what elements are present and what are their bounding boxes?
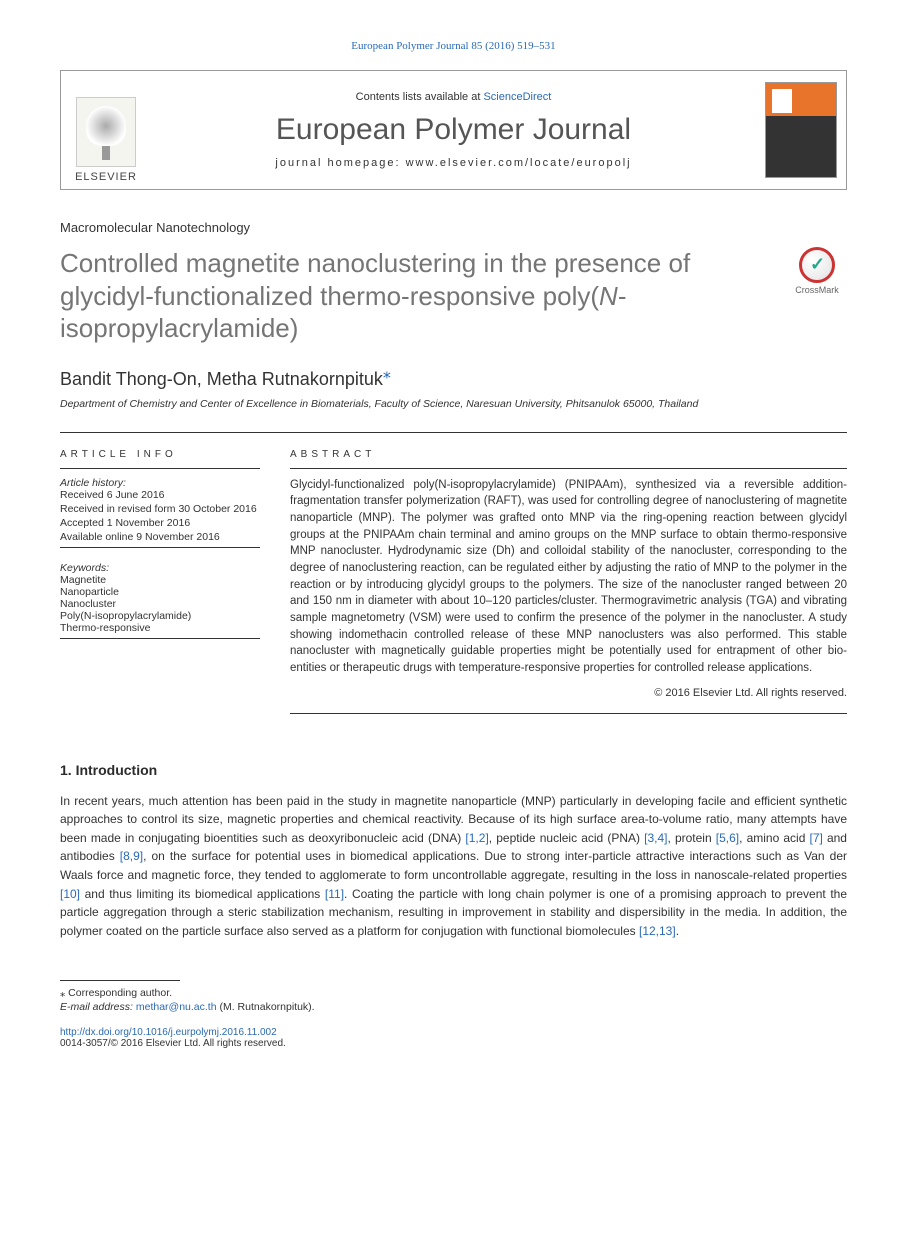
history-line: Received 6 June 2016 [60, 489, 260, 501]
ref-link[interactable]: [10] [60, 887, 80, 901]
corresponding-note: ⁎ Corresponding author. [60, 987, 847, 999]
section-heading: 1. Introduction [60, 762, 847, 778]
issn-copyright: 0014-3057/© 2016 Elsevier Ltd. All right… [60, 1038, 847, 1049]
title-row: Controlled magnetite nanoclustering in t… [60, 247, 847, 345]
corresponding-text: Corresponding author. [65, 987, 172, 999]
history-line: Available online 9 November 2016 [60, 531, 260, 543]
citation-line[interactable]: European Polymer Journal 85 (2016) 519–5… [60, 40, 847, 52]
email-label: E-mail address: [60, 1001, 136, 1013]
article-info: ARTICLE INFO Article history: Received 6… [60, 449, 260, 722]
history-line: Accepted 1 November 2016 [60, 517, 260, 529]
keyword: Magnetite [60, 574, 260, 586]
ref-link[interactable]: [11] [325, 887, 344, 901]
divider [60, 638, 260, 639]
footnote-rule [60, 980, 180, 981]
doi-link[interactable]: http://dx.doi.org/10.1016/j.eurpolymj.20… [60, 1027, 847, 1038]
keywords-label: Keywords: [60, 562, 260, 574]
divider [290, 713, 847, 714]
journal-homepage[interactable]: journal homepage: www.elsevier.com/locat… [275, 157, 631, 169]
divider [290, 468, 847, 469]
journal-cover-icon [765, 82, 837, 178]
info-abstract-row: ARTICLE INFO Article history: Received 6… [60, 449, 847, 722]
history-label: Article history: [60, 477, 260, 489]
ref-link[interactable]: [12,13] [639, 924, 676, 938]
abstract-copyright: © 2016 Elsevier Ltd. All rights reserved… [290, 687, 847, 699]
ref-link[interactable]: [7] [810, 831, 823, 845]
publisher-name: ELSEVIER [75, 171, 137, 183]
elsevier-tree-icon [76, 97, 136, 167]
divider [60, 468, 260, 469]
ref-link[interactable]: [8,9] [120, 849, 143, 863]
crossmark-label: CrossMark [795, 285, 839, 295]
keyword: Nanocluster [60, 598, 260, 610]
divider [60, 432, 847, 433]
email-who: (M. Rutnakornpituk). [217, 1001, 315, 1013]
keyword: Poly(N-isopropylacrylamide) [60, 610, 260, 622]
info-heading: ARTICLE INFO [60, 449, 260, 460]
authors: Bandit Thong-On, Metha Rutnakornpituk⁎ [60, 363, 847, 390]
article-type: Macromolecular Nanotechnology [60, 220, 847, 235]
crossmark-badge[interactable]: CrossMark [787, 247, 847, 295]
affiliation: Department of Chemistry and Center of Ex… [60, 398, 847, 410]
masthead: ELSEVIER Contents lists available at Sci… [60, 70, 847, 190]
page: European Polymer Journal 85 (2016) 519–5… [0, 0, 907, 1089]
text-run: , protein [667, 831, 715, 845]
lists-line: Contents lists available at ScienceDirec… [356, 91, 552, 103]
sciencedirect-link[interactable]: ScienceDirect [483, 91, 551, 103]
abstract-text: Glycidyl-functionalized poly(N-isopropyl… [290, 477, 847, 677]
article-title: Controlled magnetite nanoclustering in t… [60, 247, 767, 345]
text-run: . [676, 924, 679, 938]
history-line: Received in revised form 30 October 2016 [60, 503, 260, 515]
lists-prefix: Contents lists available at [356, 91, 484, 103]
intro-paragraph: In recent years, much attention has been… [60, 792, 847, 941]
cover-block [756, 71, 846, 189]
crossmark-icon [799, 247, 835, 283]
author-names: Bandit Thong-On, Metha Rutnakornpituk [60, 369, 383, 389]
ref-link[interactable]: [1,2] [465, 831, 488, 845]
email-line: E-mail address: methar@nu.ac.th (M. Rutn… [60, 1001, 847, 1013]
text-run: , on the surface for potential uses in b… [60, 849, 847, 882]
abstract-heading: ABSTRACT [290, 449, 847, 460]
text-run: , amino acid [739, 831, 809, 845]
keyword: Thermo-responsive [60, 622, 260, 634]
ref-link[interactable]: [3,4] [644, 831, 667, 845]
email-link[interactable]: methar@nu.ac.th [136, 1001, 217, 1013]
divider [60, 547, 260, 548]
text-run: and thus limiting its biomedical applica… [80, 887, 325, 901]
ref-link[interactable]: [5,6] [716, 831, 739, 845]
publisher-block: ELSEVIER [61, 71, 151, 189]
masthead-center: Contents lists available at ScienceDirec… [151, 71, 756, 189]
text-run: , peptide nucleic acid (PNA) [489, 831, 644, 845]
corresponding-star-icon[interactable]: ⁎ [383, 365, 391, 382]
journal-name: European Polymer Journal [276, 113, 631, 147]
keyword: Nanoparticle [60, 586, 260, 598]
abstract: ABSTRACT Glycidyl-functionalized poly(N-… [290, 449, 847, 722]
